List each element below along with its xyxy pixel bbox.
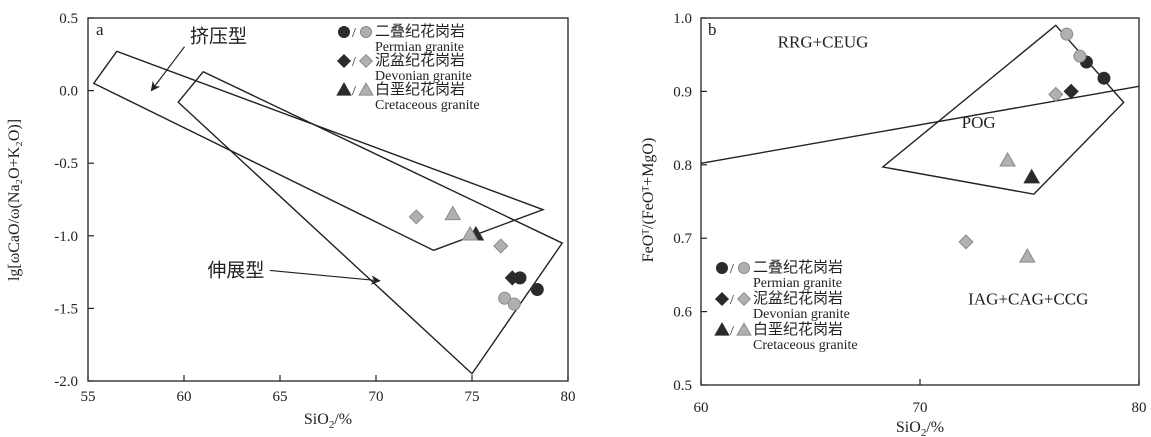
legend-marker-light-b-2 bbox=[736, 322, 752, 336]
legend-zh-a-0: 二叠纪花岗岩 bbox=[375, 22, 465, 40]
y-tick-label-b-4: 0.6 bbox=[673, 305, 692, 321]
x-axis-label-b: SiO2/% bbox=[896, 419, 944, 437]
legend-marker-light-b-0 bbox=[738, 262, 750, 274]
field-extension-a bbox=[177, 70, 564, 375]
x-tick-label-a-1: 60 bbox=[177, 389, 192, 405]
legend-slash-b-2: / bbox=[730, 324, 734, 339]
y-tick-label-a-1: 0.0 bbox=[59, 84, 78, 100]
legend-en-a-1: Devonian granite bbox=[375, 69, 472, 84]
legend-zh-a-2: 白垩纪花岗岩 bbox=[375, 80, 465, 98]
data-point-b-diamond-dark-0 bbox=[1063, 83, 1079, 100]
data-point-b-circle-dark-1 bbox=[1097, 71, 1111, 85]
chart-b: RRG+CEUG POG IAG+CAG+CCG 60 70 80 1.0 0.9 0.8 0.… bbox=[640, 11, 1147, 437]
legend-en-b-2: Cretaceous granite bbox=[753, 338, 858, 353]
x-tick-label-a-5: 80 bbox=[561, 389, 576, 405]
data-point-a-circle-light-1 bbox=[507, 297, 521, 311]
data-point-a-triangle-light-1 bbox=[461, 225, 479, 241]
y-axis-label-a: lg[ωCaO/ω(Na₂O+K₂O)] bbox=[6, 119, 23, 281]
x-tick-label-b-2: 80 bbox=[1132, 400, 1147, 416]
data-point-b-diamond-light-0 bbox=[1048, 86, 1064, 102]
data-point-b-circle-light-1 bbox=[1073, 49, 1087, 63]
legend-marker-light-b-1 bbox=[736, 291, 752, 307]
legend-slash-a-2: / bbox=[352, 84, 356, 99]
data-point-b-diamond-light-1 bbox=[958, 234, 974, 250]
data-point-a-circle-dark-1 bbox=[530, 283, 544, 297]
y-tick-label-a-4: -1.5 bbox=[54, 301, 78, 317]
legend-marker-dark-a-2 bbox=[336, 82, 352, 96]
x-tick-label-b-0: 60 bbox=[694, 400, 709, 416]
legend-zh-b-1: 泥盆纪花岗岩 bbox=[753, 289, 843, 307]
legend-marker-dark-b-1 bbox=[714, 291, 730, 307]
legend-slash-b-1: / bbox=[730, 293, 734, 308]
y-axis-label-b: FeOᵀ/(FeOᵀ+MgO) bbox=[640, 138, 657, 263]
legend-slash-b-0: / bbox=[730, 262, 734, 277]
legend-zh-b-2: 白垩纪花岗岩 bbox=[753, 320, 843, 338]
field-label-b-1: POG bbox=[962, 113, 996, 132]
legend-marker-light-a-0 bbox=[360, 26, 372, 38]
legend-en-b-0: Permian granite bbox=[753, 276, 842, 291]
legend-marker-light-a-1 bbox=[358, 53, 374, 69]
y-tick-label-b-1: 0.9 bbox=[673, 84, 692, 100]
data-point-b-triangle-light-1 bbox=[1018, 248, 1036, 263]
y-tick-label-b-3: 0.7 bbox=[673, 231, 692, 247]
y-tick-label-a-2: -0.5 bbox=[54, 156, 78, 172]
field-arrow-a-1 bbox=[269, 269, 381, 285]
field-label-b-2: IAG+CAG+CCG bbox=[968, 289, 1088, 308]
y-tick-label-b-0: 1.0 bbox=[673, 11, 692, 27]
data-point-a-circle-light-0 bbox=[498, 291, 512, 305]
legend-en-b-1: Devonian granite bbox=[753, 307, 850, 322]
legend-marker-dark-b-0 bbox=[716, 262, 728, 274]
legend-zh-a-1: 泥盆纪花岗岩 bbox=[375, 51, 465, 69]
x-tick-label-a-3: 70 bbox=[369, 389, 384, 405]
y-tick-label-b-5: 0.5 bbox=[673, 378, 692, 394]
panel-label-a: a bbox=[96, 20, 104, 39]
field-label-a-1: 伸展型 bbox=[207, 259, 264, 281]
data-point-a-triangle-light-0 bbox=[444, 205, 462, 221]
legend-zh-b-0: 二叠纪花岗岩 bbox=[753, 258, 843, 276]
field-label-b-0: RRG+CEUG bbox=[778, 32, 869, 51]
data-point-a-diamond-light-0 bbox=[408, 209, 424, 225]
boundary-line-b bbox=[700, 85, 1140, 165]
field-arrow-a-0 bbox=[150, 46, 186, 92]
x-tick-label-a-2: 65 bbox=[273, 389, 288, 405]
y-tick-label-a-0: 0.5 bbox=[59, 11, 78, 27]
legend-slash-a-1: / bbox=[352, 55, 356, 70]
plot-frame-a bbox=[87, 17, 569, 382]
legend-marker-dark-a-1 bbox=[336, 53, 352, 69]
data-point-a-diamond-dark-0 bbox=[504, 270, 520, 286]
data-point-b-circle-light-0 bbox=[1060, 27, 1074, 41]
legend-en-a-0: Permian granite bbox=[375, 40, 464, 55]
legend-marker-dark-b-2 bbox=[714, 322, 730, 336]
legend-marker-light-a-2 bbox=[358, 82, 374, 96]
legend-marker-dark-a-0 bbox=[338, 26, 350, 38]
legend-slash-a-0: / bbox=[352, 26, 356, 41]
x-axis-label-a: SiO2/% bbox=[304, 411, 352, 431]
y-tick-label-a-5: -2.0 bbox=[54, 374, 78, 390]
y-tick-label-a-3: -1.0 bbox=[54, 229, 78, 245]
legend-en-a-2: Cretaceous granite bbox=[375, 98, 480, 113]
field-POG-b bbox=[881, 24, 1125, 195]
data-point-a-diamond-light-1 bbox=[493, 238, 509, 254]
field-label-a-0: 挤压型 bbox=[190, 26, 247, 48]
x-tick-label-a-4: 75 bbox=[465, 389, 480, 405]
field-compression-a bbox=[92, 50, 546, 252]
y-tick-label-b-2: 0.8 bbox=[673, 158, 692, 174]
data-point-b-triangle-dark-0 bbox=[1023, 168, 1041, 184]
data-point-b-triangle-light-0 bbox=[999, 151, 1016, 167]
panel-label-b: b bbox=[708, 20, 717, 39]
x-tick-label-b-1: 70 bbox=[913, 400, 928, 416]
x-tick-label-a-0: 55 bbox=[81, 389, 96, 405]
